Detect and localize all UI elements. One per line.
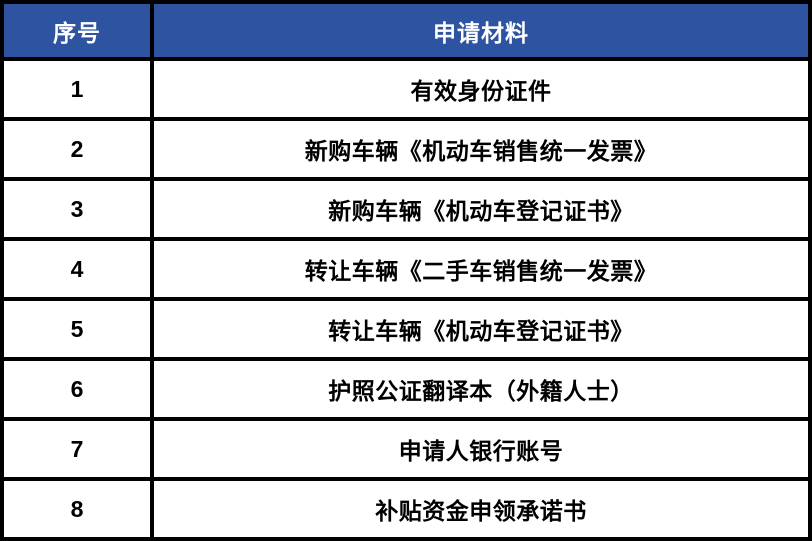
- row-material-cell: 新购车辆《机动车登记证书》: [150, 177, 812, 241]
- row-number-cell: 2: [0, 117, 154, 181]
- row-material-cell: 有效身份证件: [150, 57, 812, 121]
- row-number-cell: 4: [0, 237, 154, 301]
- header-cell-material: 申请材料: [150, 0, 812, 61]
- materials-table-body: 1 有效身份证件 2 新购车辆《机动车销售统一发票》 3 新购车辆《机动车登记证…: [0, 57, 812, 541]
- row-number-cell: 3: [0, 177, 154, 241]
- row-material-cell: 转让车辆《机动车登记证书》: [150, 297, 812, 361]
- row-number-cell: 1: [0, 57, 154, 121]
- table-row: 3 新购车辆《机动车登记证书》: [0, 177, 812, 241]
- row-number-cell: 8: [0, 477, 154, 541]
- row-material-cell: 护照公证翻译本（外籍人士）: [150, 357, 812, 421]
- table-row: 1 有效身份证件: [0, 57, 812, 121]
- table-row: 4 转让车辆《二手车销售统一发票》: [0, 237, 812, 301]
- table-row: 2 新购车辆《机动车销售统一发票》: [0, 117, 812, 181]
- row-number-cell: 6: [0, 357, 154, 421]
- header-cell-number: 序号: [0, 0, 154, 61]
- table-row: 5 转让车辆《机动车登记证书》: [0, 297, 812, 361]
- row-material-cell: 新购车辆《机动车销售统一发票》: [150, 117, 812, 181]
- table-row: 8 补贴资金申领承诺书: [0, 477, 812, 541]
- row-material-cell: 申请人银行账号: [150, 417, 812, 481]
- table-header-row: 序号 申请材料: [0, 0, 812, 61]
- row-number-cell: 5: [0, 297, 154, 361]
- table-row: 7 申请人银行账号: [0, 417, 812, 481]
- row-material-cell: 补贴资金申领承诺书: [150, 477, 812, 541]
- row-material-cell: 转让车辆《二手车销售统一发票》: [150, 237, 812, 301]
- row-number-cell: 7: [0, 417, 154, 481]
- table-row: 6 护照公证翻译本（外籍人士）: [0, 357, 812, 421]
